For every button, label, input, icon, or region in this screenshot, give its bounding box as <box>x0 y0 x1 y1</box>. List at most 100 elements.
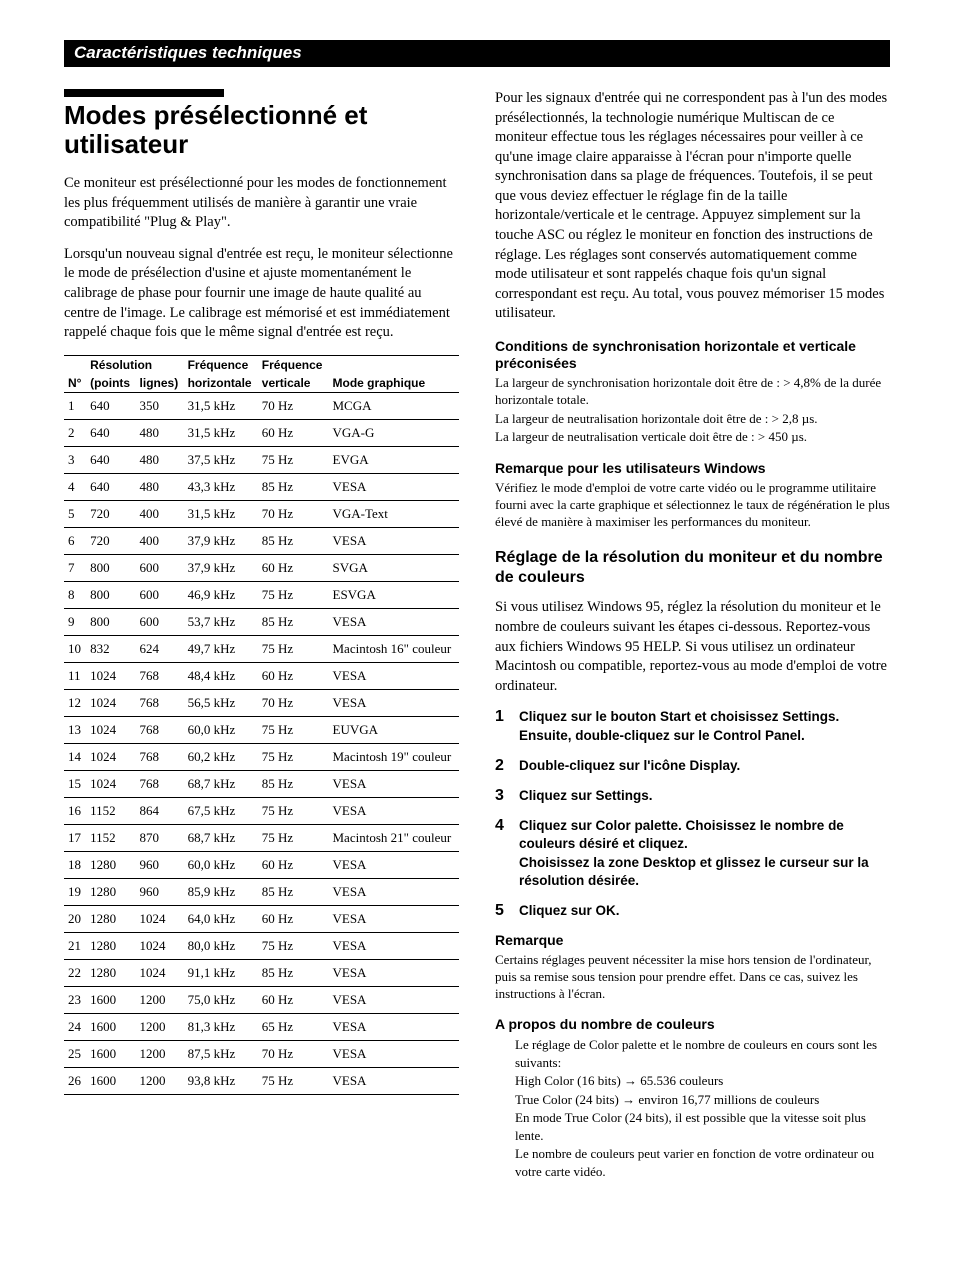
table-cell: 1600 <box>86 1040 135 1067</box>
step-item: Cliquez sur OK. <box>495 902 890 920</box>
table-cell: 1024 <box>86 689 135 716</box>
table-cell: 480 <box>136 419 184 446</box>
table-cell: 720 <box>86 500 135 527</box>
table-cell: 75,0 kHz <box>184 986 258 1013</box>
table-cell: 60,0 kHz <box>184 851 258 878</box>
table-cell: EVGA <box>329 446 460 473</box>
table-cell: VESA <box>329 878 460 905</box>
table-row: 14102476860,2 kHz75 HzMacintosh 19" coul… <box>64 743 459 770</box>
table-row: 13102476860,0 kHz75 HzEUVGA <box>64 716 459 743</box>
table-cell: 13 <box>64 716 86 743</box>
table-cell: 1024 <box>136 905 184 932</box>
table-cell: 20 <box>64 905 86 932</box>
table-row: 16115286467,5 kHz75 HzVESA <box>64 797 459 824</box>
table-cell: 768 <box>136 770 184 797</box>
table-row: 17115287068,7 kHz75 HzMacintosh 21" coul… <box>64 824 459 851</box>
table-cell: 75 Hz <box>258 797 329 824</box>
table-row: 221280102491,1 kHz85 HzVESA <box>64 959 459 986</box>
table-cell: MCGA <box>329 392 460 419</box>
sync-line-2: La largeur de neutralisation horizontale… <box>495 411 890 428</box>
table-cell: 1280 <box>86 959 135 986</box>
sync-line-1: La largeur de synchronisation horizontal… <box>495 375 890 409</box>
table-cell: 1024 <box>86 662 135 689</box>
table-row: 364048037,5 kHz75 HzEVGA <box>64 446 459 473</box>
intro-paragraph-1: Ce moniteur est présélectionné pour les … <box>64 174 459 233</box>
table-cell: 3 <box>64 446 86 473</box>
resolution-heading: Réglage de la résolution du moniteur et … <box>495 548 890 588</box>
table-cell: 350 <box>136 392 184 419</box>
table-cell: 85 Hz <box>258 473 329 500</box>
table-cell: 68,7 kHz <box>184 770 258 797</box>
table-cell: 75 Hz <box>258 824 329 851</box>
table-cell: 31,5 kHz <box>184 419 258 446</box>
table-cell: 1024 <box>86 743 135 770</box>
table-cell: VESA <box>329 932 460 959</box>
table-cell: 1200 <box>136 1067 184 1094</box>
th-lines: lignes) <box>136 374 184 393</box>
th-no: N° <box>64 374 86 393</box>
table-cell: 23 <box>64 986 86 1013</box>
table-row: 12102476856,5 kHz70 HzVESA <box>64 689 459 716</box>
table-cell: 768 <box>136 662 184 689</box>
table-cell: 17 <box>64 824 86 851</box>
table-cell: 600 <box>136 608 184 635</box>
table-cell: VESA <box>329 689 460 716</box>
table-cell: 400 <box>136 500 184 527</box>
table-cell: 1024 <box>136 932 184 959</box>
table-row: 18128096060,0 kHz60 HzVESA <box>64 851 459 878</box>
table-cell: 1600 <box>86 1013 135 1040</box>
table-row: 19128096085,9 kHz85 HzVESA <box>64 878 459 905</box>
table-cell: 93,8 kHz <box>184 1067 258 1094</box>
table-cell: 18 <box>64 851 86 878</box>
sync-line-3: La largeur de neutralisation verticale d… <box>495 429 890 446</box>
table-row: 261600120093,8 kHz75 HzVESA <box>64 1067 459 1094</box>
resolution-body: Si vous utilisez Windows 95, réglez la r… <box>495 598 890 696</box>
table-cell: 16 <box>64 797 86 824</box>
table-cell: 75 Hz <box>258 716 329 743</box>
table-cell: 640 <box>86 419 135 446</box>
table-cell: 9 <box>64 608 86 635</box>
table-cell: 600 <box>136 581 184 608</box>
table-cell: VESA <box>329 905 460 932</box>
page: Caractéristiques techniques Modes présél… <box>0 0 954 1241</box>
table-row: 241600120081,3 kHz65 HzVESA <box>64 1013 459 1040</box>
table-cell: 21 <box>64 932 86 959</box>
colors-true: True Color (24 bits) → environ 16,77 mil… <box>515 1091 890 1109</box>
th-horiz: horizontale <box>184 374 258 393</box>
table-cell: 400 <box>136 527 184 554</box>
table-cell: 68,7 kHz <box>184 824 258 851</box>
table-cell: VESA <box>329 797 460 824</box>
table-cell: VESA <box>329 1067 460 1094</box>
table-cell: 870 <box>136 824 184 851</box>
windows-body: Vérifiez le mode d'emploi de votre carte… <box>495 480 890 531</box>
table-cell: 19 <box>64 878 86 905</box>
table-row: 264048031,5 kHz60 HzVGA-G <box>64 419 459 446</box>
right-column: Pour les signaux d'entrée qui ne corresp… <box>495 89 890 1181</box>
table-cell: 1200 <box>136 1013 184 1040</box>
table-cell: 85,9 kHz <box>184 878 258 905</box>
intro-paragraph-2: Lorsqu'un nouveau signal d'entrée est re… <box>64 245 459 343</box>
table-cell: 1024 <box>86 716 135 743</box>
table-cell: 768 <box>136 716 184 743</box>
table-cell: 67,5 kHz <box>184 797 258 824</box>
table-cell: 600 <box>136 554 184 581</box>
table-cell: 12 <box>64 689 86 716</box>
table-cell: 11 <box>64 662 86 689</box>
table-cell: 91,1 kHz <box>184 959 258 986</box>
modes-table-body: 164035031,5 kHz70 HzMCGA264048031,5 kHz6… <box>64 392 459 1094</box>
table-cell: 14 <box>64 743 86 770</box>
table-cell: 1280 <box>86 851 135 878</box>
table-row: 11102476848,4 kHz60 HzVESA <box>64 662 459 689</box>
table-cell: 60 Hz <box>258 851 329 878</box>
table-cell: 7 <box>64 554 86 581</box>
table-cell: 46,9 kHz <box>184 581 258 608</box>
th-resolution: Résolution <box>86 355 183 374</box>
table-cell: 5 <box>64 500 86 527</box>
table-cell: 85 Hz <box>258 770 329 797</box>
table-cell: 10 <box>64 635 86 662</box>
table-cell: VESA <box>329 1040 460 1067</box>
table-cell: 70 Hz <box>258 1040 329 1067</box>
table-row: 1083262449,7 kHz75 HzMacintosh 16" coule… <box>64 635 459 662</box>
table-cell: VESA <box>329 527 460 554</box>
table-cell: 24 <box>64 1013 86 1040</box>
